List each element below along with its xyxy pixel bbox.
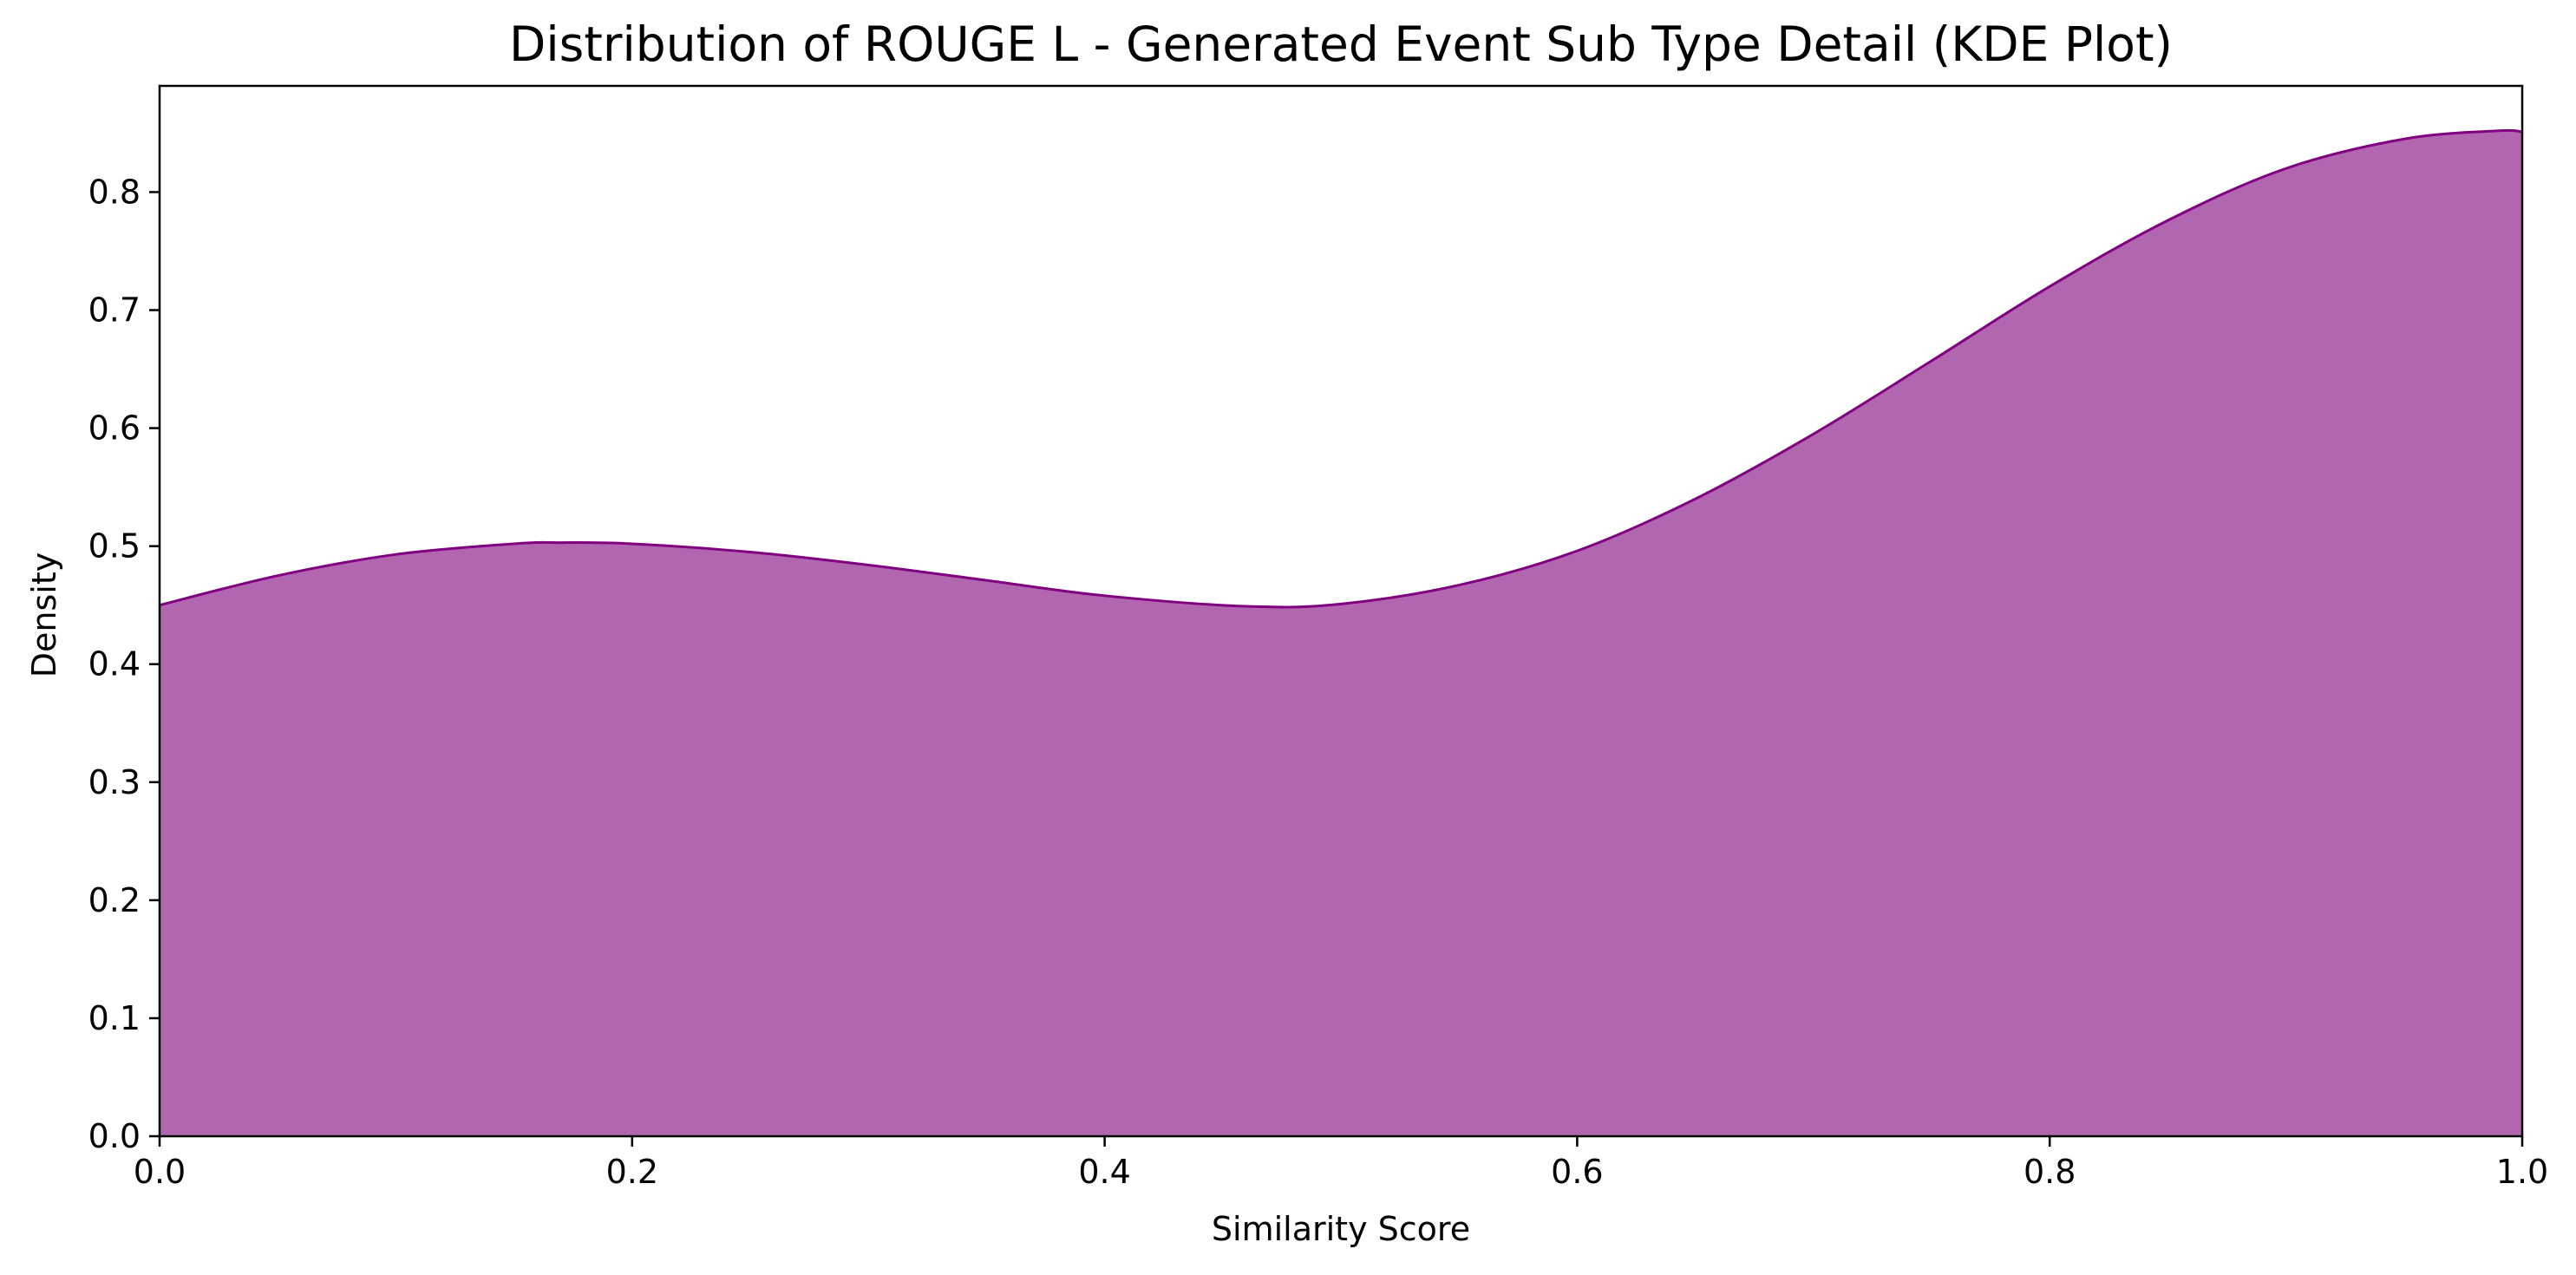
density-area [160, 130, 2522, 1136]
x-tick-label: 0.4 [1078, 1153, 1130, 1191]
y-tick-label: 0.1 [88, 999, 141, 1037]
x-tick-label: 0.2 [606, 1153, 658, 1191]
chart-title: Distribution of ROUGE L - Generated Even… [509, 16, 2173, 72]
y-axis: 0.0 0.1 0.2 0.3 0.4 0.5 0.6 0.7 0.8 [88, 173, 160, 1155]
y-tick-label: 0.7 [88, 291, 141, 330]
density-line [159, 128, 2523, 609]
x-tick-label: 1.0 [2496, 1153, 2548, 1191]
y-tick-label: 0.3 [88, 763, 141, 801]
x-tick-label: 0.0 [134, 1153, 186, 1191]
x-axis-label: Similarity Score [1212, 1210, 1470, 1248]
plot-area [158, 84, 2524, 1138]
y-tick-label: 0.2 [88, 881, 141, 919]
plot-frame [158, 84, 2524, 1138]
x-tick-label: 0.8 [2024, 1153, 2076, 1191]
y-axis-label: Density [25, 552, 63, 677]
y-tick-label: 0.5 [88, 527, 141, 566]
y-tick-label: 0.8 [88, 173, 141, 211]
x-axis: 0.0 0.2 0.4 0.6 0.8 1.0 [134, 1136, 2548, 1191]
y-tick-label: 0.0 [88, 1117, 141, 1155]
x-tick-label: 0.6 [1551, 1153, 1603, 1191]
y-tick-label: 0.6 [88, 409, 141, 448]
y-tick-label: 0.4 [88, 645, 141, 683]
